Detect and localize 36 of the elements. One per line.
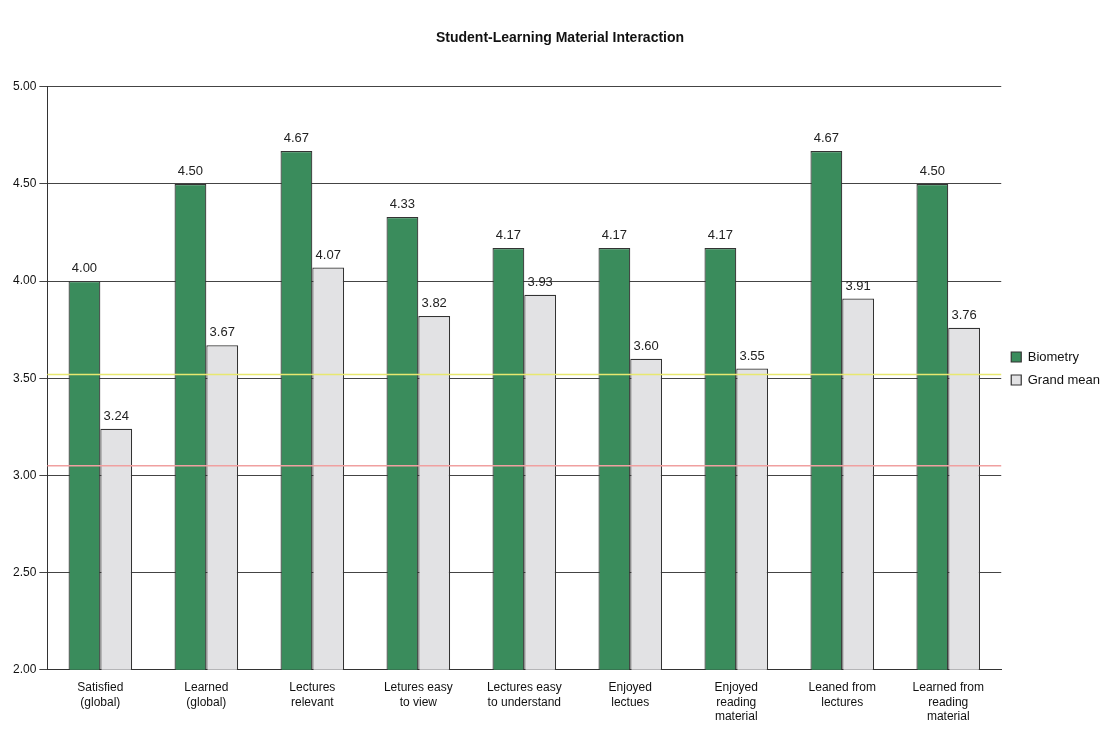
x-tick-label: Enjoyed lectues — [608, 680, 652, 709]
data-label: 4.17 — [495, 227, 522, 243]
data-label: 3.24 — [103, 407, 129, 423]
data-label: 3.55 — [739, 347, 765, 363]
data-label: 3.91 — [845, 277, 871, 293]
x-tick-label: Satisfied (global) — [77, 680, 124, 709]
data-label: 4.17 — [707, 227, 734, 243]
data-label: 4.33 — [389, 196, 416, 212]
x-tick-label: Learned from reading material — [912, 680, 984, 724]
data-label: 4.67 — [813, 130, 840, 146]
y-tick-label: 3.00 — [13, 467, 37, 482]
data-label: 3.67 — [209, 324, 235, 340]
data-label: 4.67 — [283, 130, 310, 146]
y-tick-label: 5.00 — [13, 79, 37, 94]
y-tick-label: 4.50 — [13, 176, 37, 191]
chart-title: Student-Learning Material Interaction — [435, 29, 685, 46]
y-tick-label: 2.50 — [13, 564, 37, 579]
legend-label: Biometry — [1027, 348, 1080, 364]
legend-label: Grand mean — [1027, 371, 1100, 387]
x-tick-label: Lectures easy to understand — [486, 680, 562, 709]
data-label: 4.50 — [177, 163, 204, 179]
data-label: 4.17 — [601, 227, 628, 243]
data-label: 4.07 — [315, 246, 341, 262]
data-label: 3.60 — [633, 337, 659, 353]
x-tick-label: Letures easy to view — [383, 680, 453, 709]
x-tick-label: Learned (global) — [184, 680, 229, 709]
data-label: 3.76 — [951, 306, 977, 322]
data-label: 3.82 — [421, 295, 447, 311]
data-label: 4.00 — [71, 260, 98, 276]
y-tick-label: 4.00 — [13, 273, 37, 288]
data-label: 4.50 — [919, 163, 945, 179]
x-tick-label: Lectures relevant — [289, 680, 336, 709]
y-tick-label: 2.00 — [13, 662, 37, 677]
y-tick-label: 3.50 — [13, 370, 37, 385]
x-tick-label: Leaned from lectures — [808, 680, 876, 709]
x-tick-label: Enjoyed reading material — [714, 680, 758, 724]
